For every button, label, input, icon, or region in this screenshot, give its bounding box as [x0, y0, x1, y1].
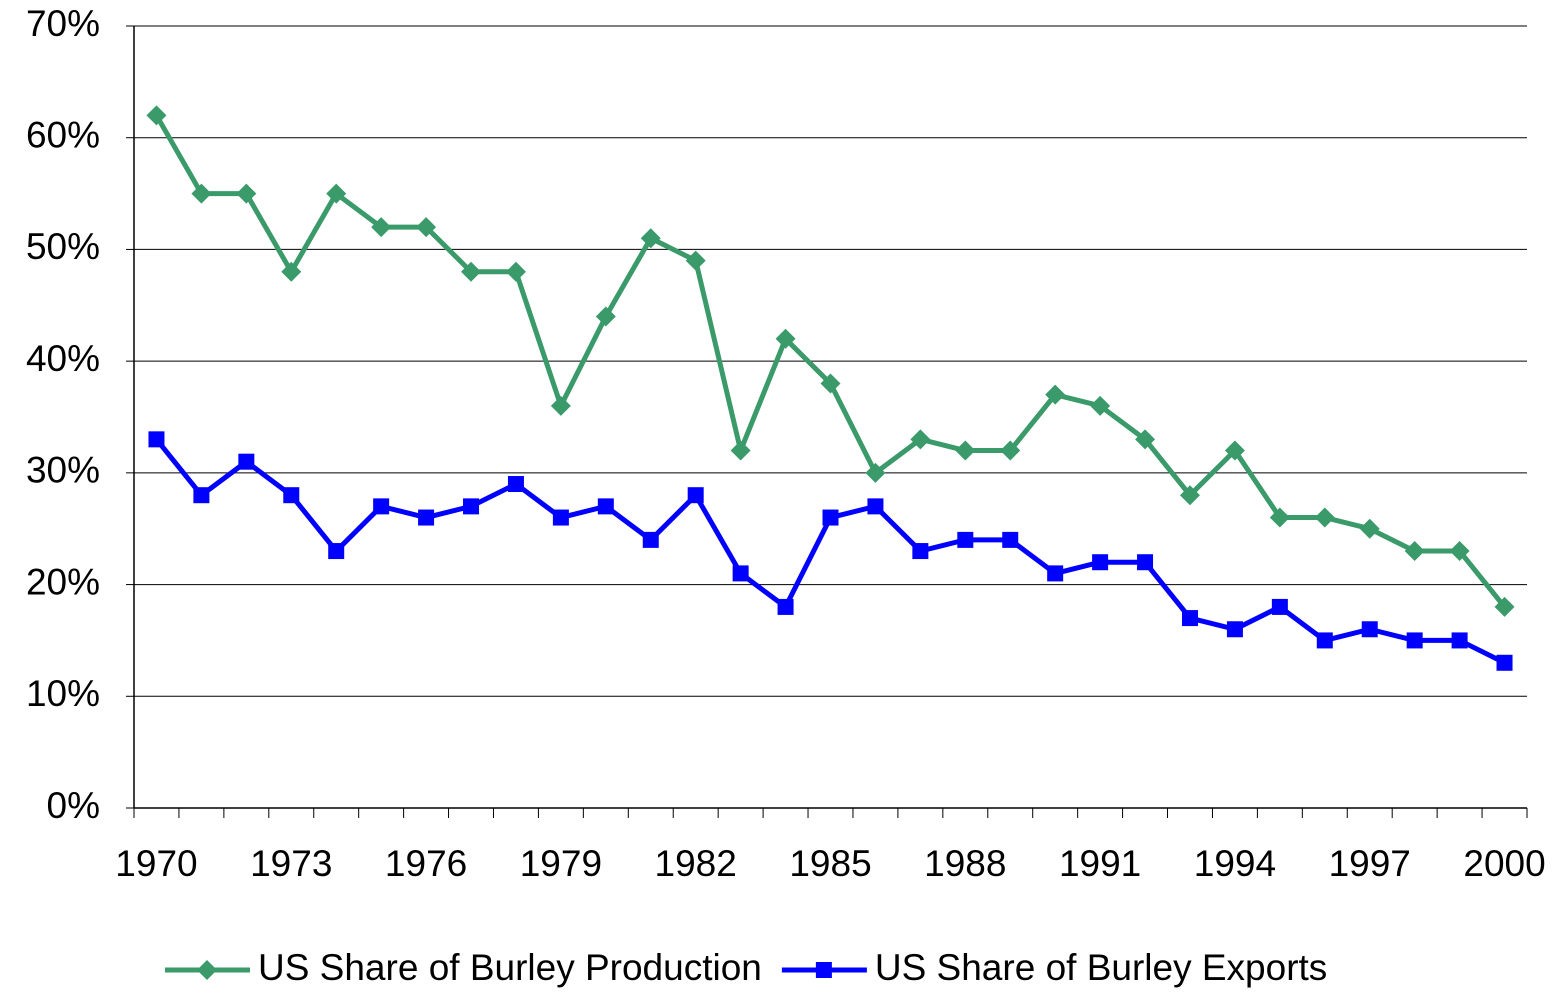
marker	[685, 250, 706, 271]
marker	[328, 543, 345, 560]
marker	[281, 261, 302, 282]
marker	[1449, 541, 1470, 562]
marker	[1496, 654, 1513, 671]
marker	[1451, 632, 1468, 649]
marker	[371, 217, 392, 238]
marker	[1406, 632, 1423, 649]
marker	[148, 431, 165, 448]
marker	[1092, 554, 1109, 571]
marker	[418, 509, 435, 526]
y-tick-label: 50%	[26, 226, 100, 267]
marker	[236, 183, 257, 204]
marker	[912, 543, 929, 560]
x-tick-label: 2000	[1463, 843, 1545, 884]
marker	[642, 531, 659, 548]
x-tick-label: 1976	[385, 843, 467, 884]
marker	[1494, 596, 1515, 617]
marker	[640, 228, 661, 249]
marker	[777, 598, 794, 615]
x-tick-label: 1985	[789, 843, 871, 884]
x-tick-label: 1970	[115, 843, 197, 884]
marker	[1226, 621, 1243, 638]
marker	[1045, 384, 1066, 405]
x-tick-label: 1997	[1329, 843, 1411, 884]
marker	[373, 498, 390, 515]
y-tick-label: 60%	[26, 114, 100, 155]
marker	[865, 462, 886, 483]
y-tick-label: 0%	[47, 785, 100, 826]
marker	[191, 183, 212, 204]
y-tick-label: 40%	[26, 338, 100, 379]
marker	[1271, 598, 1288, 615]
marker	[1090, 395, 1111, 416]
marker	[193, 487, 210, 504]
marker	[463, 498, 480, 515]
marker	[687, 487, 704, 504]
marker	[1181, 610, 1198, 627]
marker	[507, 476, 524, 493]
marker	[822, 509, 839, 526]
marker	[283, 487, 300, 504]
marker	[238, 453, 255, 470]
marker	[1047, 565, 1064, 582]
marker	[955, 440, 976, 461]
legend-label: US Share of Burley Production	[258, 947, 762, 988]
marker	[1000, 440, 1021, 461]
marker	[1179, 485, 1200, 506]
x-tick-label: 1994	[1194, 843, 1276, 884]
marker	[775, 328, 796, 349]
marker	[732, 565, 749, 582]
marker	[595, 306, 616, 327]
x-tick-label: 1973	[250, 843, 332, 884]
marker	[326, 183, 347, 204]
marker	[1137, 554, 1154, 571]
marker	[146, 105, 167, 126]
marker	[597, 498, 614, 515]
y-tick-label: 70%	[26, 3, 100, 44]
marker	[416, 217, 437, 238]
marker	[552, 509, 569, 526]
x-tick-label: 1979	[520, 843, 602, 884]
marker	[815, 962, 832, 978]
marker	[1404, 541, 1425, 562]
legend-label: US Share of Burley Exports	[875, 947, 1327, 988]
y-tick-label: 30%	[26, 450, 100, 491]
marker	[1361, 621, 1378, 638]
y-tick-label: 20%	[26, 561, 100, 602]
marker	[867, 498, 884, 515]
x-tick-label: 1991	[1059, 843, 1141, 884]
marker	[197, 960, 217, 980]
marker	[1359, 518, 1380, 539]
marker	[820, 373, 841, 394]
marker	[1135, 429, 1156, 450]
x-tick-label: 1982	[655, 843, 737, 884]
marker	[461, 261, 482, 282]
marker	[957, 531, 974, 548]
marker	[550, 395, 571, 416]
marker	[1002, 531, 1019, 548]
marker	[730, 440, 751, 461]
x-tick-label: 1988	[924, 843, 1006, 884]
marker	[1316, 632, 1333, 649]
marker	[1224, 440, 1245, 461]
marker	[910, 429, 931, 450]
marker	[1314, 507, 1335, 528]
marker	[505, 261, 526, 282]
marker	[1269, 507, 1290, 528]
y-tick-label: 10%	[26, 673, 100, 714]
